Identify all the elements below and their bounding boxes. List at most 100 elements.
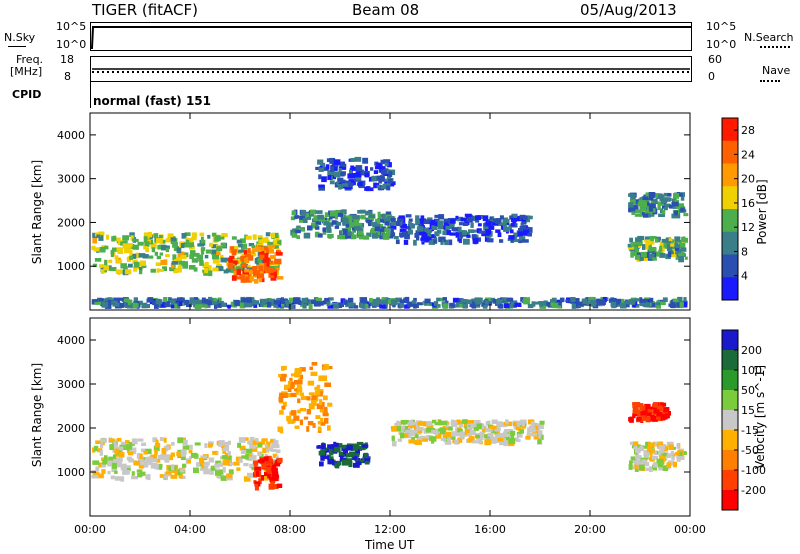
vel-cell: [241, 455, 247, 459]
power-cell: [246, 297, 252, 303]
power-cell: [670, 254, 677, 258]
power-cell: [527, 233, 532, 237]
vel-cell: [508, 434, 512, 440]
power-cell: [581, 298, 588, 304]
power-cell: [457, 226, 462, 233]
power-cell: [139, 260, 146, 266]
x-tick-label: 08:00: [274, 523, 306, 536]
power-colorbar-segment: [722, 209, 738, 233]
vel-cell: [200, 455, 208, 459]
power-cell: [143, 232, 151, 237]
power-cell: [335, 222, 341, 226]
power-cell: [218, 300, 224, 306]
power-cell: [260, 303, 264, 307]
power-cell: [412, 303, 419, 308]
power-cell: [625, 299, 630, 304]
vel-cell: [334, 442, 339, 448]
vel-cell: [138, 456, 145, 463]
vel-cell: [318, 426, 322, 432]
power-cell: [350, 235, 355, 240]
vel-cell: [144, 463, 149, 468]
power-cell: [249, 275, 254, 282]
power-cell: [263, 253, 269, 260]
vel-cell: [202, 465, 209, 472]
power-cell: [475, 234, 479, 240]
vel-cell: [227, 451, 231, 456]
vel-cell: [177, 437, 184, 444]
vel-cell: [448, 426, 453, 431]
vel-cell: [264, 444, 268, 448]
power-cell: [640, 207, 646, 212]
power-cell: [193, 299, 199, 303]
vel-cell: [182, 439, 188, 446]
power-cell: [256, 243, 264, 247]
power-cell: [129, 232, 135, 237]
vel-cell: [489, 435, 493, 440]
vel-cell: [341, 444, 349, 449]
power-cell: [111, 300, 118, 304]
power-cell: [208, 265, 212, 271]
vel-cell: [141, 448, 146, 453]
vel-cell: [270, 477, 276, 483]
power-cell: [366, 219, 373, 224]
power-cell: [315, 297, 323, 302]
vel-cell: [431, 429, 437, 434]
power-cell: [152, 300, 158, 306]
power-cell: [539, 301, 544, 307]
power-cell: [199, 260, 204, 266]
power-cell: [381, 213, 386, 220]
power-cell: [239, 260, 247, 266]
vel-cell: [165, 471, 172, 475]
power-cell: [100, 269, 105, 274]
vel-cell: [193, 467, 199, 474]
power-cell: [127, 243, 133, 247]
vel-cell: [327, 366, 333, 370]
power-cell: [150, 268, 156, 273]
power-cell: [434, 221, 440, 227]
vel-cell: [666, 441, 674, 447]
power-cell: [588, 296, 595, 300]
power-cell: [314, 231, 320, 238]
power-cell: [648, 192, 656, 198]
power-cell: [256, 273, 264, 279]
power-cell: [118, 297, 124, 301]
power-cell: [116, 237, 121, 242]
power-cell: [378, 299, 383, 303]
power-cell: [154, 304, 159, 309]
vel-cell: [630, 456, 638, 461]
vel-cell: [273, 463, 279, 467]
vel-cell: [361, 444, 369, 448]
power-cell: [420, 220, 424, 227]
power-cell: [307, 225, 312, 231]
vel-cell: [497, 437, 504, 442]
power-cell: [223, 269, 229, 274]
power-cell: [267, 260, 273, 264]
power-cell: [514, 238, 519, 243]
power-cell: [415, 220, 422, 226]
power-cell: [620, 298, 625, 303]
power-cell: [104, 245, 109, 250]
power-cell: [659, 301, 666, 306]
vel-cell: [631, 458, 637, 463]
power-cell: [133, 266, 138, 272]
power-cell: [634, 298, 640, 302]
power-cell: [487, 225, 494, 230]
power-cell: [245, 277, 252, 283]
power-cell: [345, 215, 352, 219]
vel-cell: [666, 462, 671, 468]
power-cell: [649, 236, 657, 240]
power-cell: [108, 265, 112, 271]
vel-cell: [319, 461, 324, 467]
power-cell: [463, 238, 470, 245]
power-cell: [198, 257, 203, 262]
vel-cell: [258, 478, 262, 485]
power-cell: [94, 258, 102, 262]
power-cell: [340, 166, 347, 170]
power-cell: [162, 266, 167, 271]
vel-cell: [644, 461, 650, 467]
power-cell: [487, 238, 494, 243]
power-cell: [405, 214, 412, 218]
power-cell: [462, 230, 468, 235]
vel-cell: [329, 445, 335, 450]
power-cell: [175, 257, 182, 263]
